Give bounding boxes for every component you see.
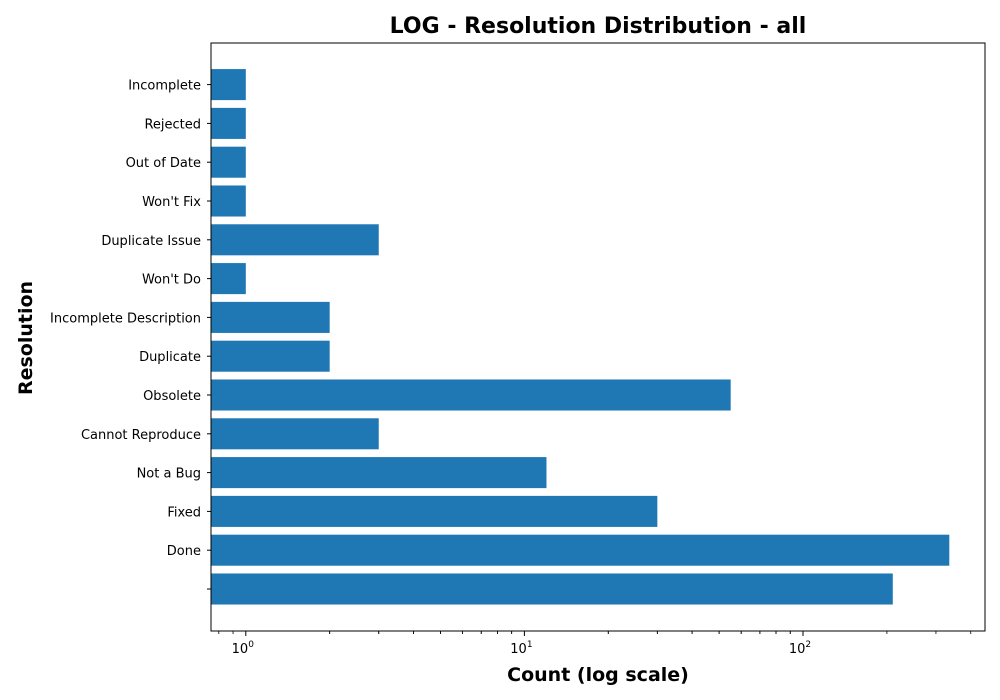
x-axis-label: Count (log scale)	[507, 664, 689, 686]
y-tick-label-incomplete-description: Incomplete Description	[50, 311, 201, 326]
bar-won-t-fix	[211, 185, 246, 217]
y-tick-label-out-of-date: Out of Date	[126, 156, 201, 171]
y-tick-label-not-a-bug: Not a Bug	[137, 467, 201, 482]
x-tick-label-1: 101	[510, 640, 532, 657]
bar-cannot-reproduce	[211, 418, 379, 450]
bar-duplicate-issue	[211, 224, 379, 256]
bar-blank	[211, 573, 893, 605]
bar-fixed	[211, 495, 658, 527]
bar-incomplete	[211, 69, 246, 101]
bar-out-of-date	[211, 146, 246, 178]
y-tick-label-done: Done	[167, 544, 201, 559]
y-tick-label-won-t-fix: Won't Fix	[142, 195, 201, 210]
bar-duplicate	[211, 340, 330, 372]
bar-not-a-bug	[211, 457, 547, 489]
y-tick-label-obsolete: Obsolete	[143, 389, 201, 404]
plot-frame	[210, 42, 986, 632]
chart-title: LOG - Resolution Distribution - all	[390, 14, 807, 39]
y-tick-label-duplicate: Duplicate	[139, 350, 201, 365]
bar-incomplete-description	[211, 301, 330, 333]
y-ticks-group: Done Fixed Not a Bug Cannot Reproduce Obsole…	[50, 79, 211, 590]
y-axis-label: Resolution	[15, 281, 37, 395]
y-tick-label-rejected: Rejected	[144, 117, 201, 132]
bar-won-t-do	[211, 263, 246, 295]
x-ticks-group: 100 101 102	[218, 631, 972, 657]
x-tick-label-0: 100	[232, 640, 255, 657]
y-tick-label-cannot-reproduce: Cannot Reproduce	[81, 428, 201, 443]
y-tick-label-duplicate-issue: Duplicate Issue	[101, 234, 201, 249]
bar-done	[211, 534, 950, 566]
y-tick-label-won-t-do: Won't Do	[142, 273, 201, 288]
y-tick-label-incomplete: Incomplete	[128, 79, 201, 94]
x-tick-label-2: 102	[789, 640, 811, 657]
bar-obsolete	[211, 379, 731, 411]
bars-group	[211, 69, 950, 605]
bar-rejected	[211, 107, 246, 139]
y-tick-label-fixed: Fixed	[167, 505, 201, 520]
